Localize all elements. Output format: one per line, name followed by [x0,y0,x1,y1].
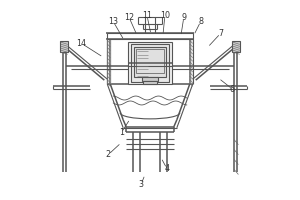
Text: 8: 8 [198,17,203,26]
Text: 4: 4 [164,164,169,173]
Bar [143,81,157,84]
Bar [60,41,68,52]
Bar [232,41,240,52]
Bar [134,47,166,77]
Text: 9: 9 [181,13,186,22]
Bar [128,42,172,84]
Text: 3: 3 [139,180,144,189]
Text: 2: 2 [106,150,111,159]
Text: 1: 1 [119,128,124,137]
Bar [131,44,169,82]
Text: 11: 11 [142,11,152,20]
Text: 14: 14 [76,39,86,48]
Text: 12: 12 [124,13,134,22]
Text: 6: 6 [230,85,235,94]
Text: 7: 7 [218,29,223,38]
Bar [136,49,164,73]
Text: 10: 10 [160,11,170,20]
Bar [142,77,158,81]
Text: 13: 13 [108,17,118,26]
